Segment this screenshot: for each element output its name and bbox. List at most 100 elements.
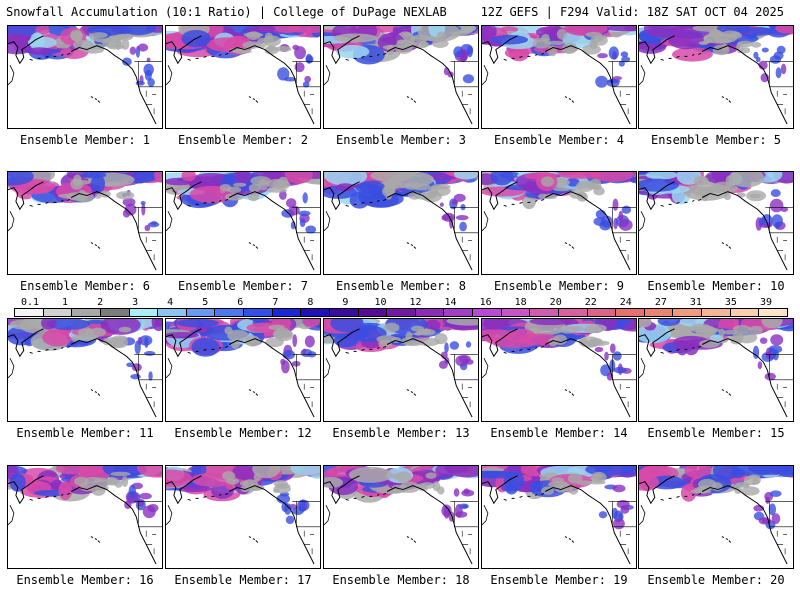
ensemble-member-label: Ensemble Member: 7 [177,279,309,293]
colorbar-swatch [158,309,187,316]
ensemble-member-label: Ensemble Member: 19 [490,573,628,587]
ensemble-member-panel-7: Ensemble Member: 7 [165,171,321,317]
map-title: Snowfall Accumulation (10:1 Ratio) | Col… [6,5,447,19]
colorbar-swatch [501,309,531,316]
snowfall-map [323,171,479,275]
ensemble-member-label: Ensemble Member: 4 [493,133,625,147]
snowfall-map [7,25,163,129]
colorbar-tick-label: 39 [759,297,773,308]
colorbar-swatch [387,309,416,316]
colorbar-swatch [444,309,473,316]
ensemble-member-label: Ensemble Member: 1 [19,133,151,147]
ensemble-member-panel-16: Ensemble Member: 16 [7,465,163,611]
snowfall-map [323,318,479,422]
ensemble-member-label: Ensemble Member: 10 [647,279,785,293]
ensemble-member-label: Ensemble Member: 14 [490,426,628,440]
snowfall-map [7,465,163,569]
colorbar-tick-label: 8 [307,297,314,308]
ensemble-member-panel-8: Ensemble Member: 8 [323,171,479,317]
colorbar-tick-label: 31 [689,297,702,308]
ensemble-member-panel-2: Ensemble Member: 2 [165,25,321,171]
colorbar-tick-label: 9 [342,297,349,308]
colorbar-swatch [644,309,674,316]
ensemble-member-panel-5: Ensemble Member: 5 [638,25,794,171]
colorbar-tick-label: 4 [167,297,174,308]
colorbar-swatch [759,309,787,316]
colorbar-swatch [129,309,159,316]
ensemble-member-panel-12: Ensemble Member: 12 [165,318,321,464]
colorbar-tick-label: 18 [514,297,527,308]
colorbar-tick-label: 27 [654,297,667,308]
ensemble-member-label: Ensemble Member: 17 [174,573,312,587]
ensemble-member-label: Ensemble Member: 11 [16,426,154,440]
colorbar-swatch [702,309,731,316]
colorbar-swatch [100,309,130,316]
colorbar-swatch [530,309,559,316]
ensemble-member-label: Ensemble Member: 12 [174,426,312,440]
ensemble-member-label: Ensemble Member: 15 [647,426,785,440]
ensemble-member-panel-14: Ensemble Member: 14 [481,318,637,464]
snowfall-map [638,25,794,129]
ensemble-member-label: Ensemble Member: 2 [177,133,309,147]
colorbar-swatch [215,309,244,316]
colorbar-tick-label: 0.1 [20,297,40,308]
ensemble-member-label: Ensemble Member: 9 [493,279,625,293]
colorbar-swatch [186,309,216,316]
snowfall-map [323,465,479,569]
colorbar-swatch [616,309,645,316]
snowfall-map [638,465,794,569]
colorbar-labels: 0.1 1 2 3 4 5 6 7 8 9 10 12 14 16 18 20 22 24 27 31 35 39 [14,297,786,308]
ensemble-member-panel-9: Ensemble Member: 9 [481,171,637,317]
snowfall-map [481,25,637,129]
colorbar-swatch [301,309,330,316]
colorbar-swatch [587,309,617,316]
snowfall-map [165,465,321,569]
colorbar-tick-label: 20 [549,297,562,308]
colorbar-swatch [358,309,388,316]
colorbar-tick-label: 5 [202,297,209,308]
snowfall-colorbar: 0.1 1 2 3 4 5 6 7 8 9 10 12 14 16 18 20 22 24 27 31 35 39 [14,297,788,317]
snowfall-map [638,171,794,275]
snowfall-map [165,171,321,275]
snowfall-map [481,171,637,275]
snowfall-map [7,318,163,422]
colorbar-tick-label: 12 [409,297,422,308]
ensemble-member-panel-13: Ensemble Member: 13 [323,318,479,464]
colorbar-tick-label: 6 [237,297,244,308]
colorbar-swatch [415,309,445,316]
ensemble-member-label: Ensemble Member: 3 [335,133,467,147]
ensemble-member-label: Ensemble Member: 20 [647,573,785,587]
colorbar-swatch [730,309,760,316]
colorbar-tick-label: 10 [374,297,387,308]
ensemble-member-panel-6: Ensemble Member: 6 [7,171,163,317]
ensemble-member-label: Ensemble Member: 8 [335,279,467,293]
ensemble-member-label: Ensemble Member: 16 [16,573,154,587]
colorbar-swatch [15,309,44,316]
colorbar-swatch [673,309,702,316]
colorbar-swatches [14,308,788,317]
colorbar-swatch [473,309,502,316]
model-run-valid-time: 12Z GEFS | F294 Valid: 18Z SAT OCT 04 20… [480,5,784,19]
ensemble-member-panel-19: Ensemble Member: 19 [481,465,637,611]
ensemble-member-panel-10: Ensemble Member: 10 [638,171,794,317]
ensemble-member-panel-1: Ensemble Member: 1 [7,25,163,171]
colorbar-tick-label: 16 [479,297,492,308]
snowfall-map [165,25,321,129]
ensemble-member-panel-17: Ensemble Member: 17 [165,465,321,611]
colorbar-tick-label: 1 [62,297,69,308]
snowfall-map [165,318,321,422]
ensemble-member-label: Ensemble Member: 18 [332,573,470,587]
colorbar-tick-label: 3 [132,297,139,308]
ensemble-member-panel-11: Ensemble Member: 11 [7,318,163,464]
colorbar-swatch [72,309,101,316]
snowfall-map [638,318,794,422]
ensemble-member-label: Ensemble Member: 5 [650,133,782,147]
colorbar-tick-label: 22 [584,297,597,308]
snowfall-map [481,318,637,422]
ensemble-member-panel-4: Ensemble Member: 4 [481,25,637,171]
ensemble-member-panel-18: Ensemble Member: 18 [323,465,479,611]
ensemble-member-label: Ensemble Member: 6 [19,279,151,293]
snowfall-map [323,25,479,129]
colorbar-tick-label: 35 [724,297,737,308]
colorbar-swatch [272,309,302,316]
